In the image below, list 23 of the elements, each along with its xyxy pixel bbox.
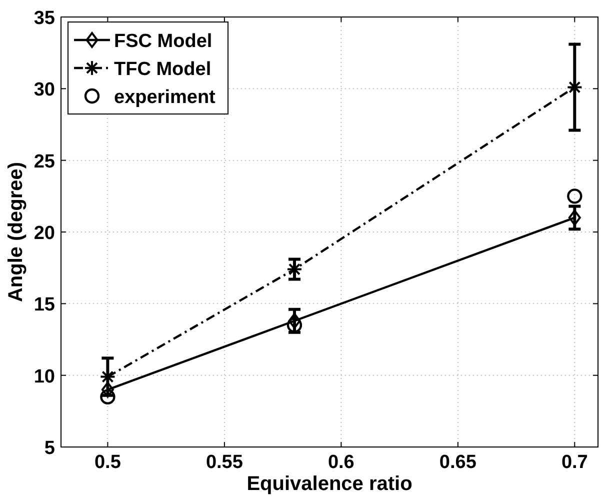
x-tick-label: 0.5 — [94, 452, 122, 473]
x-tick-label: 0.6 — [328, 452, 354, 473]
y-tick-label: 25 — [34, 151, 56, 172]
y-tick-label: 35 — [34, 8, 56, 29]
legend-label: experiment — [114, 87, 216, 108]
x-tick-label: 0.65 — [439, 452, 477, 473]
y-tick-label: 30 — [34, 80, 55, 101]
point — [101, 382, 114, 398]
point — [286, 318, 302, 333]
x-tick-label: 0.7 — [561, 452, 588, 473]
point — [567, 188, 582, 204]
x-axis-title: Equivalence ratio — [246, 473, 412, 495]
y-tick-label: 20 — [34, 223, 55, 244]
point — [568, 210, 581, 226]
legend-label: FSC Model — [114, 31, 212, 52]
legend-label: TFC Model — [114, 59, 212, 80]
point — [100, 389, 116, 404]
y-axis-title: Angle (degree) — [5, 162, 27, 302]
x-tick-label: 0.55 — [206, 452, 244, 473]
point — [288, 312, 301, 329]
y-tick-label: 15 — [34, 294, 56, 316]
y-tick-label: 10 — [34, 366, 55, 388]
y-tick-label: 5 — [44, 438, 56, 459]
